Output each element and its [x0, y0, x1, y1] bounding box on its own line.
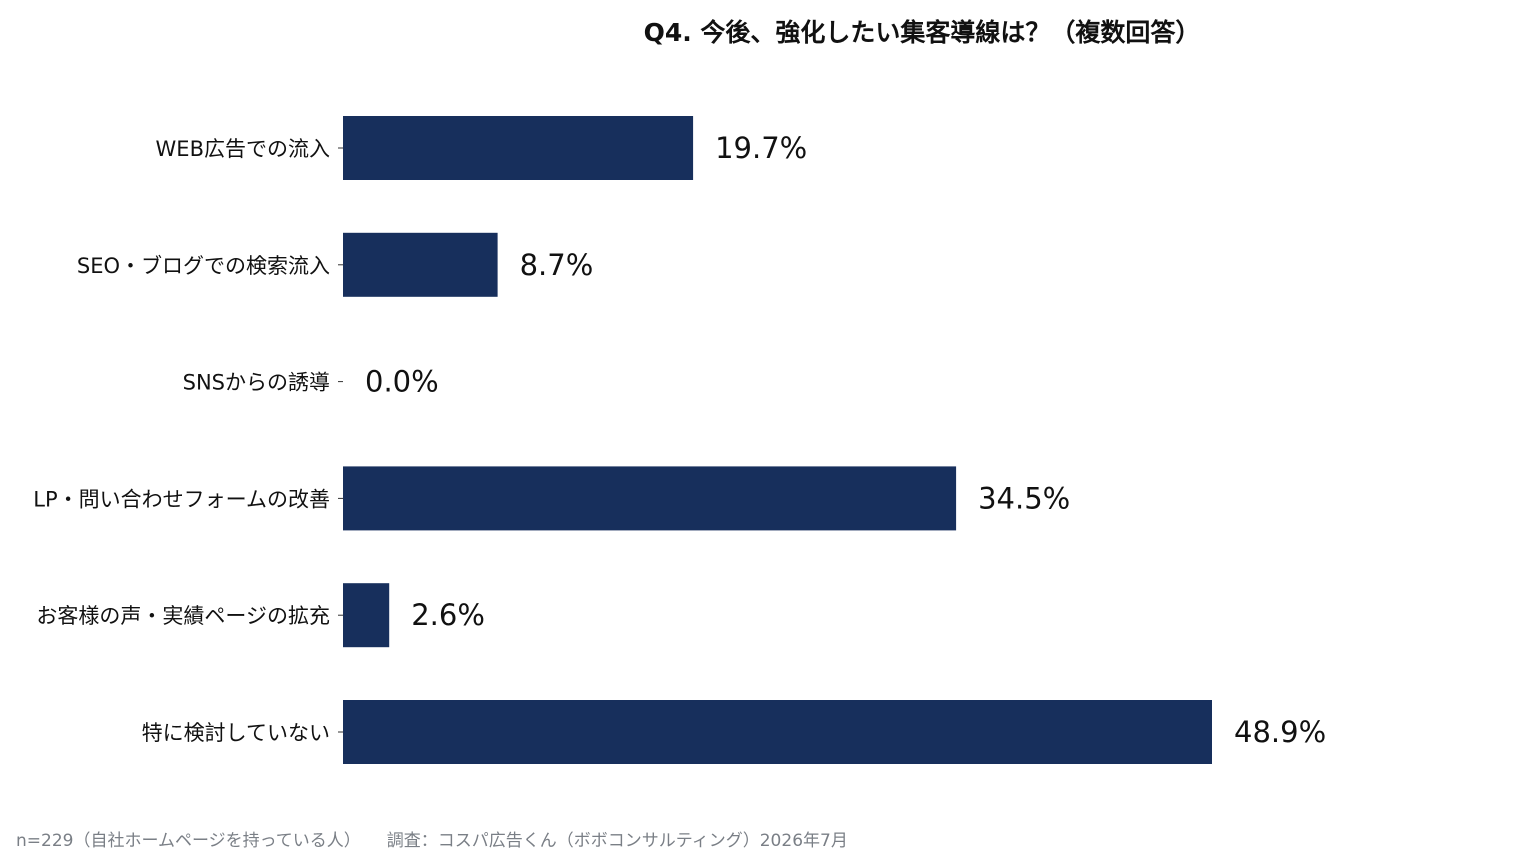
value-label: 2.6% — [411, 598, 485, 632]
bar — [343, 583, 390, 648]
category-label: 特に検討していない — [142, 721, 330, 745]
value-label: 34.5% — [978, 481, 1070, 515]
category-label: SEO・ブログでの検索流入 — [77, 254, 330, 278]
bar — [343, 116, 694, 180]
category-label: WEB広告での流入 — [156, 137, 330, 161]
source-note: 調査：コスパ広告くん（ボボコンサルティング）2026年7月 — [386, 831, 848, 851]
value-label: 8.7% — [520, 248, 594, 282]
category-label: お客様の声・実績ページの拡充 — [36, 604, 330, 628]
footnote: n=229（自社ホームページを持っている人） 調査：コスパ広告くん（ボボコンサルテ… — [16, 826, 848, 851]
sample-note: n=229（自社ホームページを持っている人） — [16, 831, 361, 851]
bars-layer: WEB広告での流入 19.7% SEO・ブログでの検索流入 8.7% SNSからの誘導 0… — [33, 116, 1326, 764]
bar — [343, 232, 498, 297]
value-label: 0.0% — [365, 365, 439, 399]
category-label: SNSからの誘導 — [183, 371, 330, 395]
bar — [343, 466, 957, 531]
value-label: 19.7% — [715, 131, 807, 165]
category-label: LP・問い合わせフォームの改善 — [33, 487, 330, 511]
chart-title: Q4. 今後、強化したい集客導線は？（複数回答） — [644, 18, 1201, 47]
bar — [343, 700, 1212, 764]
value-label: 48.9% — [1234, 715, 1326, 749]
